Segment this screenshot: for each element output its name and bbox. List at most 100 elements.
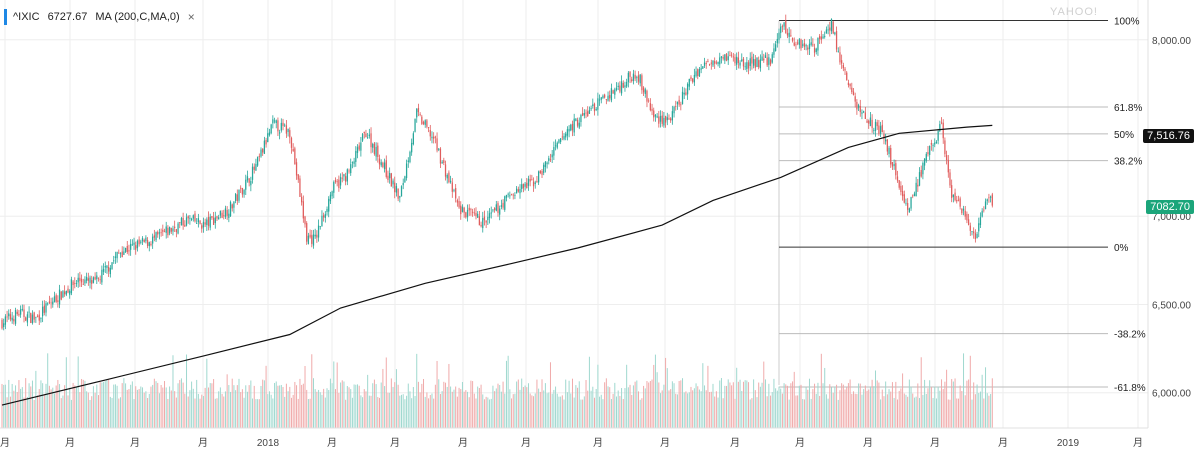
candle-body bbox=[944, 140, 946, 155]
volume-bar bbox=[988, 395, 990, 428]
candle-body bbox=[778, 32, 780, 40]
volume-bar bbox=[162, 387, 164, 428]
candle-body bbox=[912, 195, 914, 197]
candle-body bbox=[331, 191, 333, 197]
volume-bar bbox=[21, 387, 23, 428]
volume-bar bbox=[69, 387, 71, 428]
volume-bar bbox=[148, 393, 150, 428]
volume-bar bbox=[632, 385, 634, 428]
candle-body bbox=[796, 42, 799, 44]
candle-body bbox=[722, 57, 724, 59]
candle-body bbox=[676, 101, 679, 105]
candle-body bbox=[759, 59, 762, 69]
x-tick-label: 月 bbox=[863, 437, 873, 449]
fib-label: -61.8% bbox=[1114, 383, 1146, 394]
fib-label: 38.2% bbox=[1114, 157, 1142, 168]
candle-body bbox=[439, 148, 442, 164]
candle-body bbox=[148, 242, 150, 247]
volume-bar bbox=[70, 399, 72, 428]
candle-body bbox=[256, 156, 259, 166]
candle-body bbox=[502, 202, 504, 208]
candle-body bbox=[194, 213, 196, 222]
candle-body bbox=[565, 133, 567, 138]
candle-body bbox=[734, 57, 736, 64]
volume-bar bbox=[38, 389, 40, 428]
volume-bar bbox=[985, 367, 987, 428]
candle-body bbox=[53, 296, 56, 303]
candle-body bbox=[604, 94, 606, 98]
candle-body bbox=[935, 141, 938, 144]
candle-body bbox=[399, 196, 401, 198]
volume-bar bbox=[560, 396, 562, 428]
candle-body bbox=[204, 222, 206, 225]
volume-bar bbox=[428, 398, 430, 428]
candle-body bbox=[771, 54, 773, 63]
y-tick-label: 7,000.00 bbox=[1152, 212, 1191, 223]
volume-bar bbox=[214, 398, 216, 428]
volume-bar bbox=[741, 390, 743, 428]
volume-bar bbox=[929, 380, 931, 428]
volume-bar bbox=[683, 392, 685, 428]
candle-body bbox=[636, 77, 638, 79]
volume-bar bbox=[438, 379, 440, 428]
volume-bar bbox=[165, 387, 167, 428]
volume-bar bbox=[224, 391, 226, 428]
candle-body bbox=[558, 139, 560, 143]
candle-body bbox=[323, 215, 325, 218]
candle-body bbox=[742, 58, 745, 67]
candle-body bbox=[983, 209, 985, 211]
candle-body bbox=[172, 228, 174, 232]
candle-body bbox=[746, 62, 748, 70]
candle-body bbox=[316, 234, 318, 238]
volume-bar bbox=[604, 382, 606, 428]
candle-body bbox=[918, 172, 921, 186]
volume-bar bbox=[978, 393, 980, 428]
candle-body bbox=[634, 74, 636, 79]
volume-bar bbox=[676, 394, 678, 428]
volume-bar bbox=[548, 392, 550, 428]
candle-body bbox=[118, 252, 120, 254]
candle-body bbox=[43, 305, 45, 313]
volume-bar bbox=[898, 390, 900, 428]
candle-body bbox=[448, 172, 450, 183]
candle-body bbox=[321, 215, 323, 227]
volume-bar bbox=[467, 391, 469, 428]
volume-bar bbox=[456, 396, 458, 428]
volume-bar bbox=[917, 383, 919, 428]
volume-bar bbox=[309, 398, 311, 428]
volume-bar bbox=[358, 385, 360, 428]
candle-body bbox=[309, 234, 311, 238]
volume-bar bbox=[844, 389, 846, 428]
candle-body bbox=[123, 251, 125, 255]
volume-bar bbox=[714, 396, 716, 428]
volume-bar bbox=[301, 384, 303, 428]
volume-bar bbox=[807, 389, 809, 428]
volume-bar bbox=[885, 381, 887, 428]
candle-body bbox=[849, 84, 851, 87]
candle-body bbox=[206, 219, 208, 225]
close-icon[interactable]: × bbox=[187, 10, 195, 24]
candle-body bbox=[649, 103, 651, 111]
candle-body bbox=[77, 277, 79, 283]
volume-bar bbox=[808, 378, 810, 428]
candle-body bbox=[223, 215, 225, 217]
volume-bar bbox=[136, 389, 138, 428]
candle-body bbox=[925, 153, 927, 161]
candle-body bbox=[680, 104, 682, 106]
candle-body bbox=[307, 235, 310, 244]
volume-bar bbox=[392, 386, 394, 428]
volume-bar bbox=[773, 378, 775, 428]
volume-bar bbox=[565, 379, 567, 428]
volume-bar bbox=[40, 380, 42, 428]
volume-bar bbox=[932, 397, 934, 428]
x-tick-label: 月 bbox=[198, 437, 208, 449]
volume-bar bbox=[3, 384, 5, 428]
volume-bar bbox=[800, 384, 802, 428]
volume-bar bbox=[265, 365, 267, 428]
candle-body bbox=[358, 145, 360, 150]
candle-body bbox=[224, 208, 227, 218]
volume-bar bbox=[494, 391, 496, 428]
candle-body bbox=[962, 208, 965, 211]
candle-body bbox=[30, 313, 32, 324]
